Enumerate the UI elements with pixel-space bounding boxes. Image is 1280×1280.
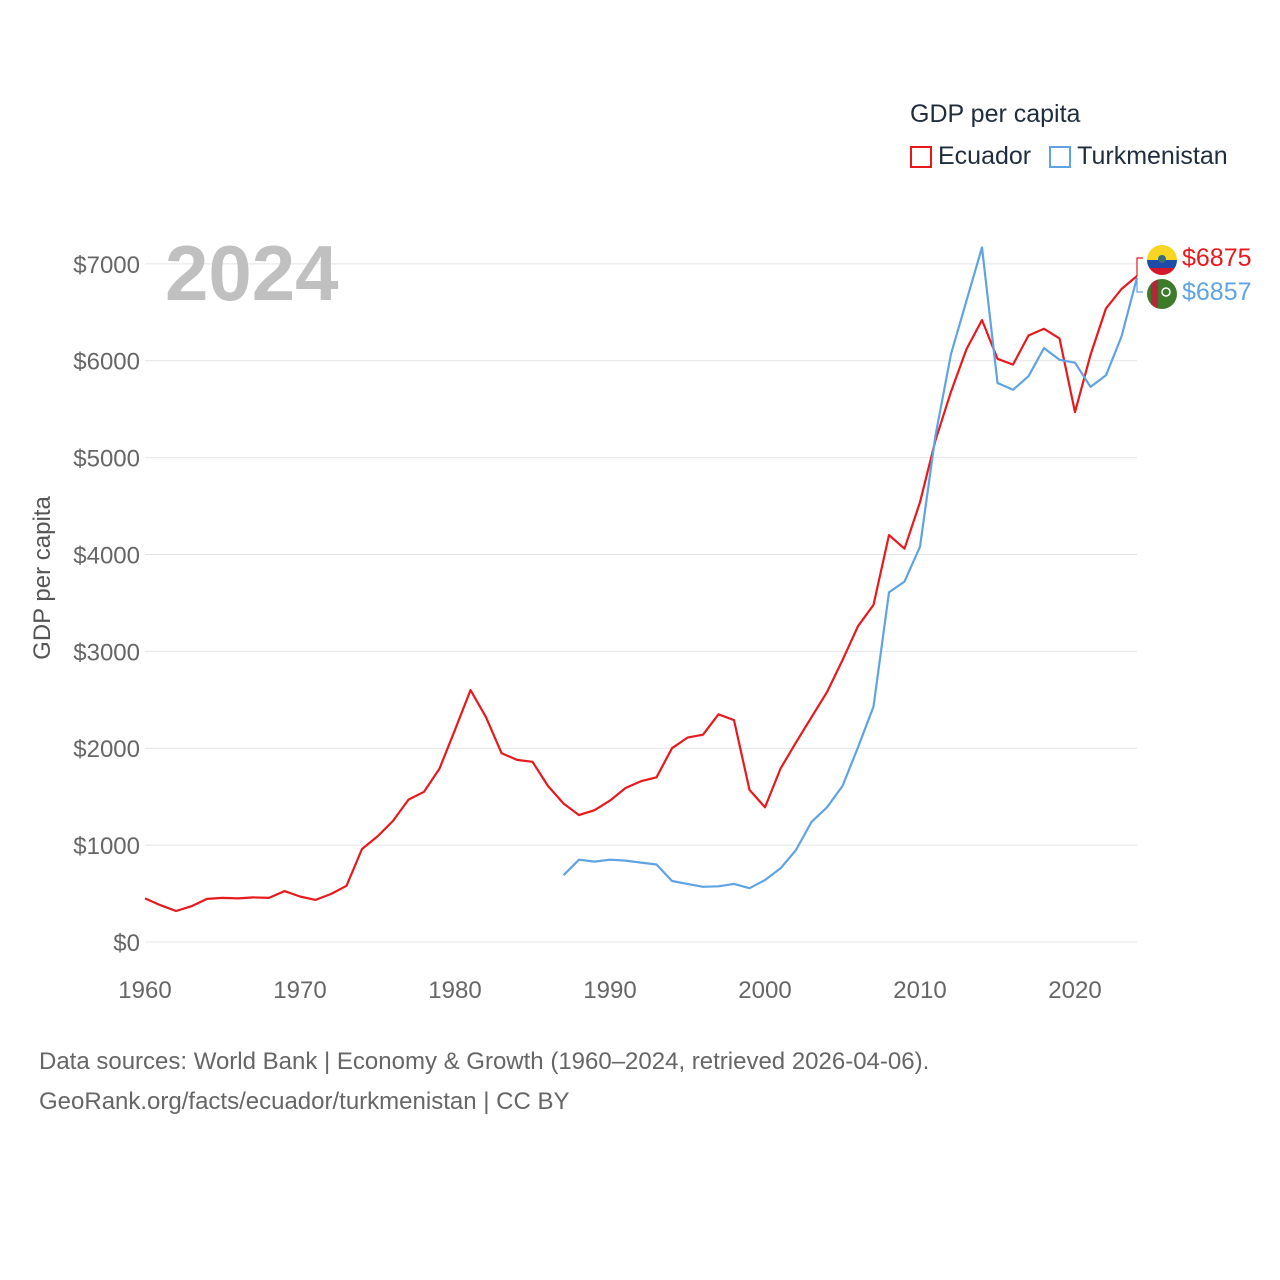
y-tick-label: $0 [113,930,140,957]
y-tick-label: $6000 [73,349,140,376]
y-tick-label: $1000 [73,833,140,860]
legend-label-turkmenistan: Turkmenistan [1077,142,1228,170]
y-axis-label: GDP per capita [29,496,56,660]
legend-swatch-turkmenistan [1049,145,1072,168]
y-tick-label: $4000 [73,542,140,569]
end-connector [1136,257,1143,276]
y-tick-label: $2000 [73,736,140,763]
x-axis-ticks: 1960 1970 1980 1990 2000 2010 2020 [118,977,1101,1004]
ecuador-flag-icon [1147,245,1177,275]
grid-lines [145,263,1137,943]
y-axis-ticks: $0 $1000 $2000 $3000 $4000 $5000 $6000 $7000 [73,252,140,957]
turkmenistan-flag-icon [1147,279,1177,309]
end-connector [1136,277,1143,293]
footer: Data sources: World Bank | Economy & Gro… [39,1042,929,1122]
legend-label-ecuador: Ecuador [938,142,1032,170]
end-labels: $6875 $6857 [1136,244,1252,309]
x-tick-label: 2000 [738,977,791,1004]
year-watermark: 2024 [165,229,339,317]
legend: Ecuador Turkmenistan [910,142,1246,171]
end-label-turkmenistan: $6857 [1182,278,1252,306]
footer-link[interactable]: GeoRank.org/facts/ecuador/turkmenistan |… [39,1088,570,1115]
x-tick-label: 2010 [893,977,946,1004]
legend-title: GDP per capita [910,100,1081,128]
x-tick-label: 2020 [1048,977,1101,1004]
end-label-ecuador: $6875 [1182,244,1252,272]
x-tick-label: 1960 [118,977,171,1004]
y-tick-label: $7000 [73,252,140,279]
series-lines [144,246,1139,913]
footer-sources: Data sources: World Bank | Economy & Gro… [39,1048,930,1075]
y-tick-label: $3000 [73,639,140,666]
legend-swatch-ecuador [910,145,932,168]
x-tick-label: 1990 [583,977,636,1004]
legend-item-ecuador[interactable]: Ecuador [910,142,1031,171]
series-line-ecuador [144,275,1138,913]
x-tick-label: 1980 [428,977,481,1004]
series-line-turkmenistan [562,246,1139,890]
legend-item-turkmenistan[interactable]: Turkmenistan [1049,142,1228,171]
x-tick-label: 1970 [273,977,326,1004]
y-tick-label: $5000 [73,446,140,473]
